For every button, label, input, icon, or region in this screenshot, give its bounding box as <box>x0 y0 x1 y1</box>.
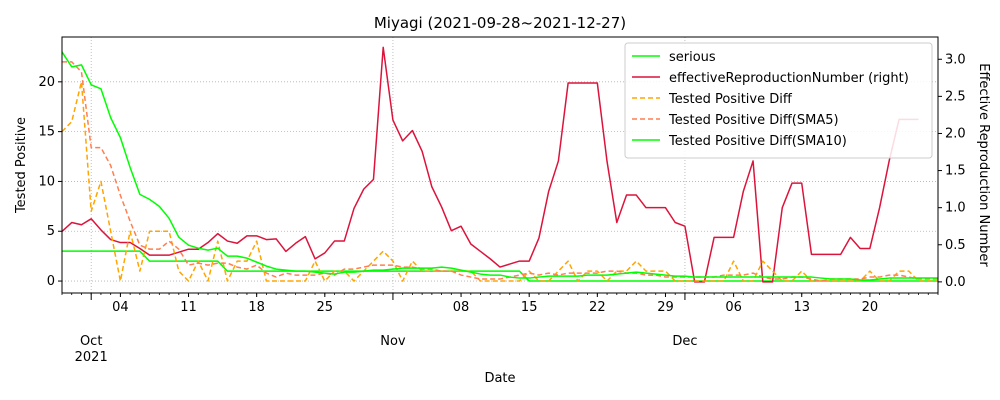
x-week-tick-label: 06 <box>725 300 742 315</box>
series-line-2 <box>61 81 938 282</box>
y-right-tick-label: 0.0 <box>945 275 966 290</box>
x-year-label: 2021 <box>75 350 108 365</box>
series-line-0 <box>62 250 938 282</box>
y-right-tick-label: 1.0 <box>945 201 966 216</box>
series-line-4 <box>61 51 938 281</box>
x-month-label: Nov <box>380 334 406 349</box>
series-layer <box>61 46 938 283</box>
x-week-tick-label: 22 <box>589 300 606 315</box>
legend-label: Tested Positive Diff <box>668 92 793 107</box>
y-right-tick-label: 2.5 <box>945 89 966 104</box>
y-left-tick-label: 20 <box>38 75 55 90</box>
y-axis-left-label: Tested Positive <box>14 117 29 214</box>
legend-label: Tested Positive Diff(SMA5) <box>668 113 839 128</box>
y-left-tick-label: 0 <box>47 274 55 289</box>
x-week-tick-label: 18 <box>248 300 265 315</box>
x-month-label: Oct <box>80 334 102 349</box>
legend-label: serious <box>669 50 716 65</box>
series-line-1 <box>61 46 919 283</box>
x-week-tick-label: 29 <box>657 300 674 315</box>
x-week-tick-label: 20 <box>862 300 879 315</box>
y-axis-right-label: Effective Reproduction Number <box>976 63 991 267</box>
y-right-tick-label: 1.5 <box>945 164 966 179</box>
x-week-tick-label: 15 <box>521 300 538 315</box>
legend: serious effectiveReproductionNumber (righ… <box>624 42 933 159</box>
y-left-tick-label: 10 <box>38 174 55 189</box>
y-right-tick-label: 2.0 <box>945 126 966 141</box>
legend-label: effectiveReproductionNumber (right) <box>669 71 909 86</box>
y-left-tick-label: 5 <box>47 224 55 239</box>
x-week-tick-label: 04 <box>112 300 129 315</box>
x-week-tick-label: 08 <box>453 300 470 315</box>
x-week-tick-label: 13 <box>793 300 810 315</box>
y-right-tick-label: 0.5 <box>945 238 966 253</box>
x-axis-label: Date <box>484 371 515 386</box>
chart-title: Miyagi (2021-09-28~2021-12-27) <box>374 14 626 32</box>
x-week-tick-label: 25 <box>317 300 334 315</box>
x-week-tick-label: 11 <box>180 300 197 315</box>
axes: 0 5 10 15 20 0.0 0.5 1.0 1.5 2.0 2.5 3.0 04 11 18 25 08 1… <box>38 52 965 365</box>
y-right-tick-label: 3.0 <box>945 52 966 67</box>
x-month-label: Dec <box>672 334 697 349</box>
legend-label: Tested Positive Diff(SMA10) <box>668 134 847 149</box>
legend-box <box>624 42 933 159</box>
y-left-tick-label: 15 <box>38 125 55 140</box>
